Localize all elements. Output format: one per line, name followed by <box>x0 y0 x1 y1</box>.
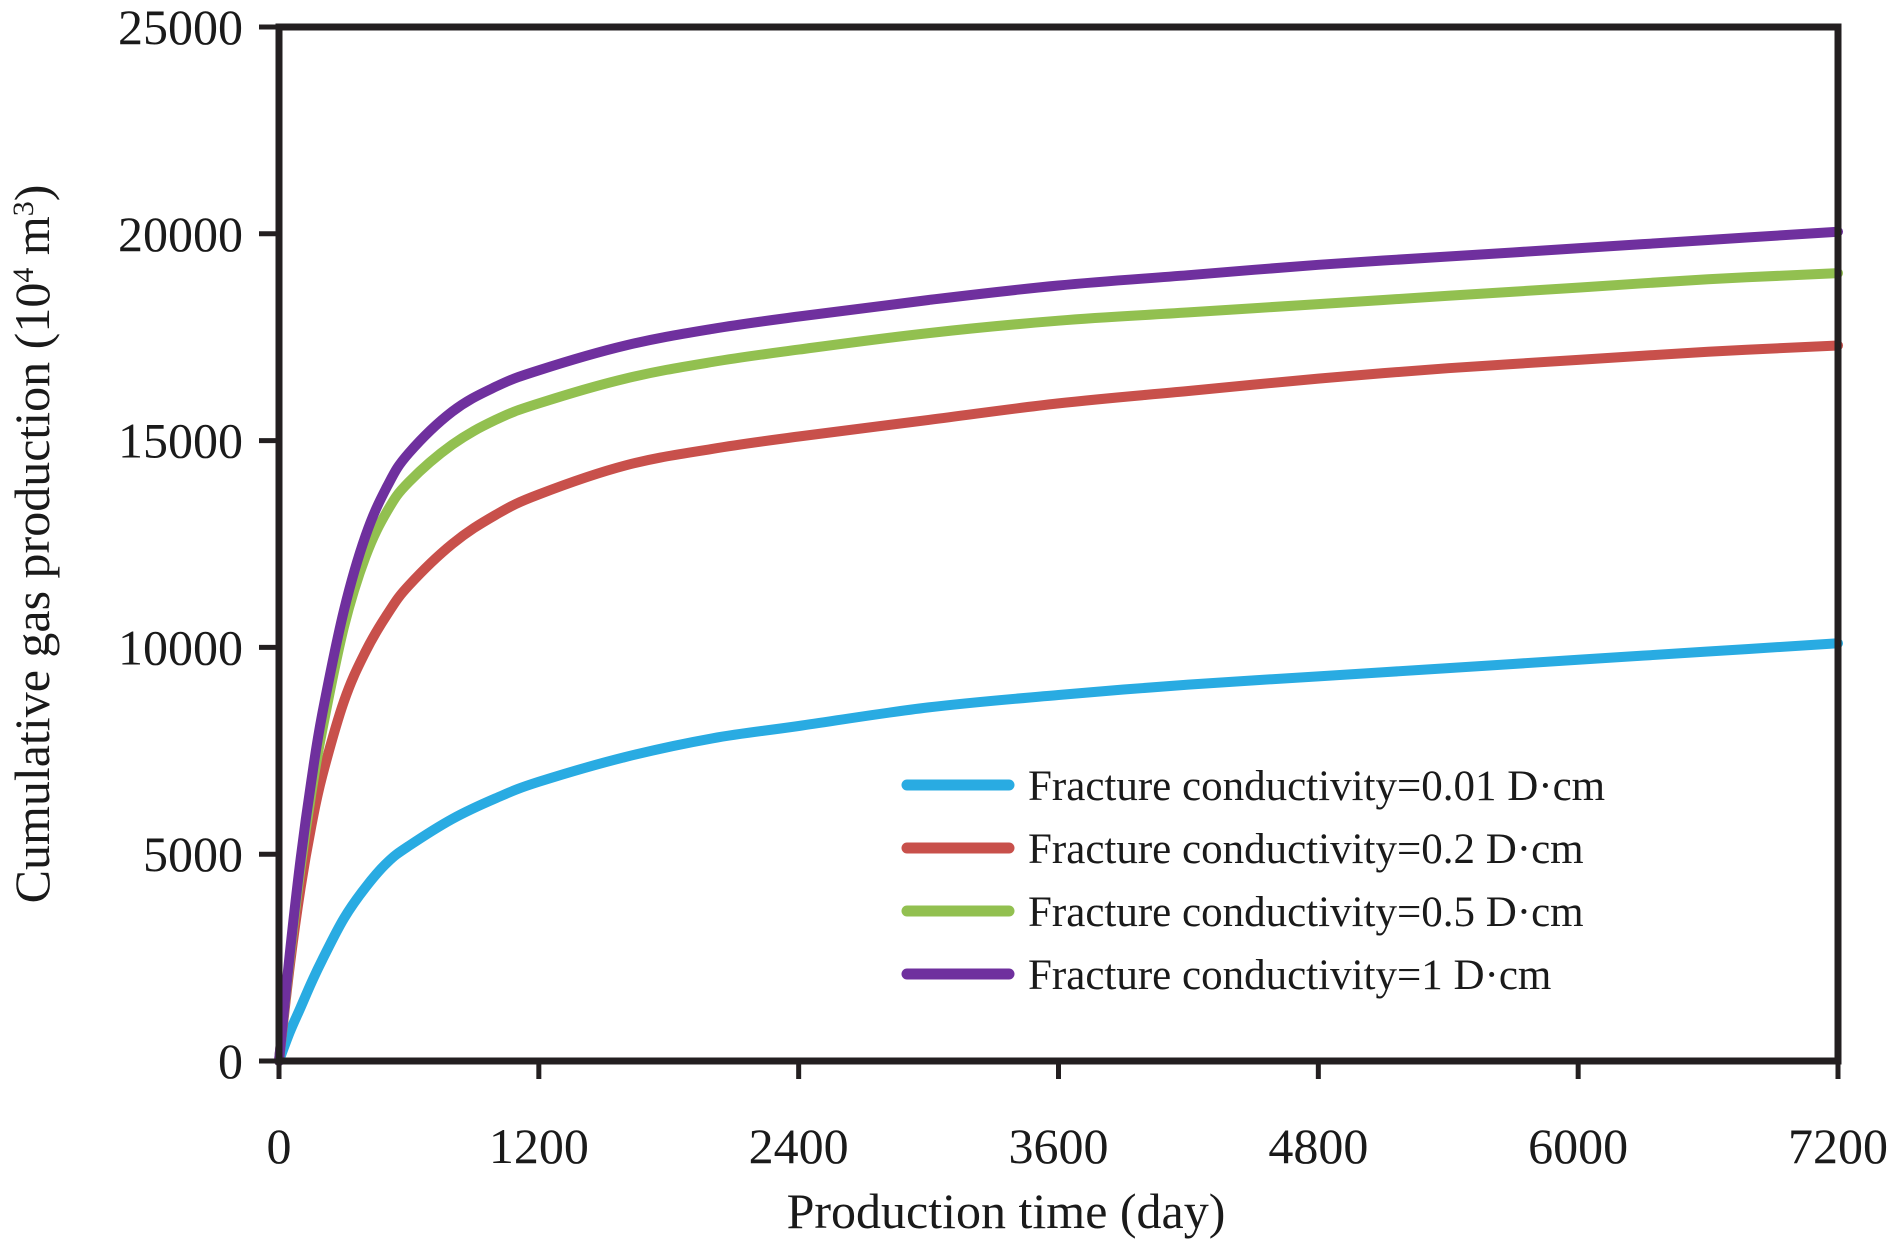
y-tick-label: 15000 <box>118 413 243 469</box>
series-line-4 <box>274 226 1843 1066</box>
x-tick-label: 4800 <box>1268 1118 1368 1174</box>
series-lines <box>274 226 1843 1066</box>
legend: Fracture conductivity=0.01 D·cm Fracture … <box>901 763 1605 999</box>
series-line-1 <box>274 638 1843 1066</box>
x-tick-label: 7200 <box>1788 1118 1888 1174</box>
legend-label-2: Fracture conductivity=0.2 D·cm <box>1028 826 1584 873</box>
y-axis-title: Cumulative gas production (104 m3) <box>4 185 60 904</box>
legend-label-1: Fracture conductivity=0.01 D·cm <box>1028 763 1605 810</box>
y-axis-title-close: ) <box>4 185 60 202</box>
y-axis-title-main: Cumulative gas production (10 <box>4 283 60 904</box>
x-tick-label: 6000 <box>1528 1118 1628 1174</box>
series-line-2 <box>274 340 1843 1066</box>
y-axis-title-exponent: 4 <box>7 268 40 283</box>
x-tick-label: 0 <box>267 1118 292 1174</box>
x-tick-label: 1200 <box>489 1118 589 1174</box>
legend-label-4: Fracture conductivity=1 D·cm <box>1028 952 1551 999</box>
x-tick-label: 3600 <box>1009 1118 1109 1174</box>
y-tick-label: 20000 <box>118 206 243 262</box>
legend-label-3: Fracture conductivity=0.5 D·cm <box>1028 889 1584 936</box>
x-axis-title: Production time (day) <box>787 1183 1226 1239</box>
y-tick-label: 5000 <box>143 826 243 882</box>
y-tick-labels: 0 5000 10000 15000 20000 25000 <box>118 0 243 1089</box>
x-tick-label: 2400 <box>749 1118 849 1174</box>
y-tick-label: 25000 <box>118 0 243 55</box>
series-line-3 <box>274 268 1843 1066</box>
x-tick-labels: 0 1200 2400 3600 4800 6000 7200 <box>267 1118 1889 1174</box>
y-axis-title-unit-exponent: 3 <box>7 201 40 216</box>
y-axis-title-unit: m <box>4 216 60 268</box>
y-tick-label: 10000 <box>118 619 243 675</box>
y-tick-label: 0 <box>218 1033 243 1089</box>
plot-frame <box>275 23 1842 1065</box>
